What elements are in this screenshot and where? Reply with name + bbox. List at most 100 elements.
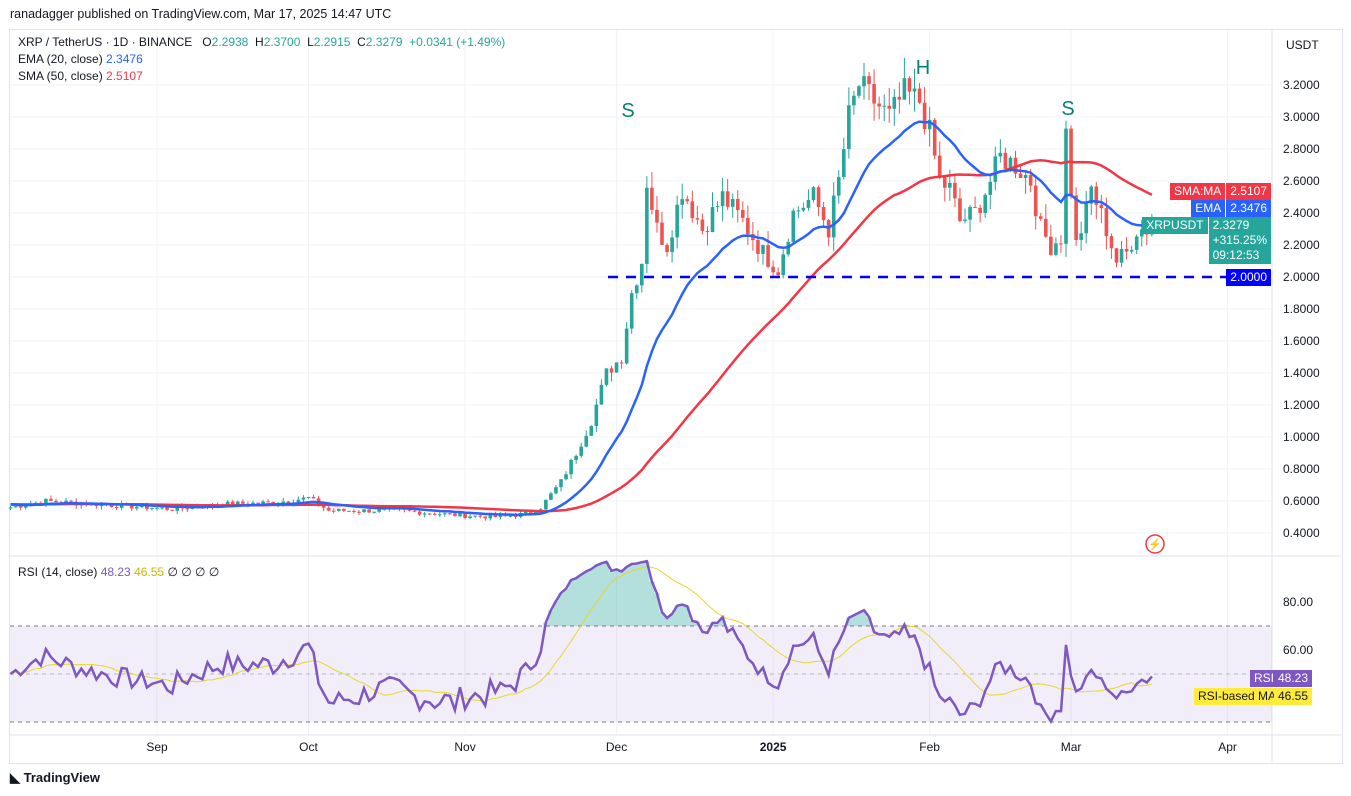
candle-body bbox=[251, 502, 255, 505]
candle bbox=[680, 183, 684, 219]
candle bbox=[735, 190, 740, 223]
candle bbox=[675, 195, 679, 249]
rsi-legend[interactable]: RSI (14, close) 48.23 46.55 ∅ ∅ ∅ ∅ bbox=[18, 565, 220, 579]
candle-body bbox=[988, 181, 993, 195]
candle bbox=[690, 190, 695, 223]
candle bbox=[1129, 245, 1134, 254]
candle bbox=[943, 175, 947, 202]
candle bbox=[988, 174, 993, 210]
candle bbox=[877, 96, 881, 120]
candle bbox=[725, 178, 730, 211]
annotation-shoulder-right: S bbox=[1061, 98, 1074, 120]
candle bbox=[170, 509, 174, 512]
candle-body bbox=[170, 509, 174, 511]
candle bbox=[1079, 221, 1083, 251]
candle bbox=[473, 515, 477, 519]
candle bbox=[463, 513, 467, 520]
candle bbox=[978, 204, 982, 223]
candle bbox=[1124, 236, 1129, 260]
symbol-legend[interactable]: XRP / TetherUS · 1D · BINANCE O2.2938 H2… bbox=[18, 35, 506, 49]
candle bbox=[847, 87, 851, 159]
candle bbox=[306, 496, 311, 499]
candle-body bbox=[109, 504, 114, 507]
candle-body bbox=[150, 508, 154, 510]
sma-50-line bbox=[10, 158, 1153, 513]
candle-body bbox=[847, 105, 851, 150]
currency-label[interactable]: USDT bbox=[1286, 38, 1319, 52]
price-tick: 2.2000 bbox=[1283, 238, 1320, 252]
candle-body bbox=[377, 509, 381, 512]
candles bbox=[8, 57, 1154, 521]
candle-body bbox=[867, 76, 871, 85]
price-tick: 3.0000 bbox=[1283, 110, 1320, 124]
candle bbox=[594, 398, 599, 432]
candle bbox=[342, 508, 346, 512]
candle-body bbox=[791, 210, 796, 242]
candle-body bbox=[432, 513, 437, 515]
candle bbox=[569, 458, 573, 479]
candle bbox=[1109, 233, 1114, 259]
candle-body bbox=[761, 245, 765, 254]
candle-body bbox=[427, 513, 432, 515]
candle bbox=[619, 360, 624, 369]
candle-body bbox=[766, 245, 770, 267]
candle-body bbox=[963, 219, 967, 221]
candle-body bbox=[897, 96, 902, 100]
candle bbox=[483, 516, 488, 521]
price-tick: 3.2000 bbox=[1283, 78, 1320, 92]
candle-body bbox=[64, 500, 68, 504]
candle bbox=[478, 514, 482, 519]
candle bbox=[842, 137, 846, 180]
candle-body bbox=[483, 516, 488, 519]
time-tick: Sep bbox=[146, 740, 168, 754]
candle bbox=[614, 362, 619, 373]
candle-body bbox=[675, 204, 679, 238]
candle bbox=[746, 205, 750, 246]
publisher-line: ranadagger published on TradingView.com,… bbox=[10, 7, 392, 21]
candle-body bbox=[1109, 236, 1114, 249]
candle-body bbox=[185, 508, 190, 510]
level-tag: 2.0000 bbox=[1226, 269, 1271, 286]
candle-body bbox=[1124, 248, 1129, 252]
candle-body bbox=[619, 362, 624, 364]
candle bbox=[1003, 147, 1008, 171]
candle bbox=[998, 139, 1003, 163]
candle bbox=[1013, 150, 1018, 179]
candle-body bbox=[119, 503, 124, 508]
price-tick: 1.8000 bbox=[1283, 302, 1320, 316]
symbol-tag-label: XRPUSDT bbox=[1142, 217, 1208, 234]
candle bbox=[826, 218, 831, 247]
candle bbox=[836, 170, 841, 204]
candle bbox=[857, 84, 861, 99]
candle-body bbox=[554, 487, 558, 494]
price-tick: 1.0000 bbox=[1283, 430, 1320, 444]
candle-body bbox=[614, 362, 619, 373]
candle-body bbox=[943, 177, 947, 188]
price-tick: 1.2000 bbox=[1283, 398, 1320, 412]
tradingview-logo[interactable]: ◣ TradingView bbox=[10, 770, 100, 785]
sma-legend[interactable]: SMA (50, close) 2.5107 bbox=[18, 69, 143, 83]
candle bbox=[372, 511, 376, 514]
ema-legend[interactable]: EMA (20, close) 2.3476 bbox=[18, 52, 143, 66]
candle-body bbox=[584, 435, 589, 447]
candle bbox=[629, 290, 634, 334]
candle-body bbox=[650, 187, 654, 210]
candle-body bbox=[1038, 216, 1043, 219]
candle bbox=[1038, 212, 1043, 222]
candle bbox=[377, 508, 381, 513]
candle bbox=[741, 201, 745, 223]
price-tag: 2.3279 +315.25% 09:12:53 bbox=[1208, 217, 1271, 264]
price-tick: 0.6000 bbox=[1283, 494, 1320, 508]
candle bbox=[776, 267, 780, 278]
candle-body bbox=[241, 501, 245, 504]
candle bbox=[1074, 187, 1078, 246]
candle-body bbox=[236, 501, 240, 506]
candle-body bbox=[296, 499, 301, 503]
candle-body bbox=[937, 155, 942, 178]
candle bbox=[892, 88, 897, 126]
candle-body bbox=[438, 514, 442, 516]
candle-body bbox=[1099, 204, 1104, 209]
candle-body bbox=[1044, 218, 1048, 237]
price-tag-countdown: 09:12:53 bbox=[1212, 248, 1260, 262]
